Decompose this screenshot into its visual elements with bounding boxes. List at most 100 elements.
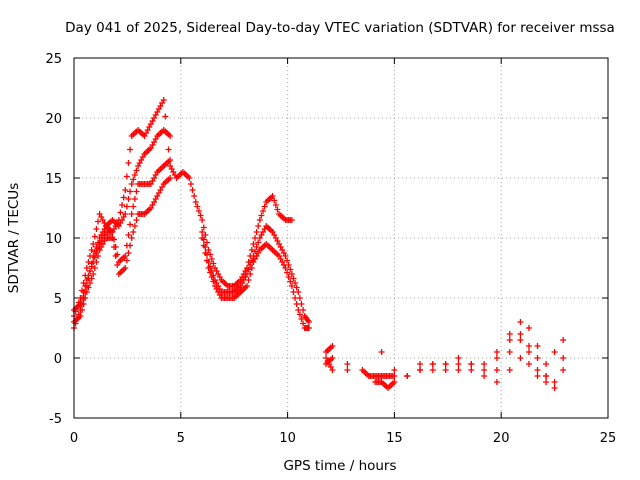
data-point: [292, 280, 299, 286]
data-point: [290, 289, 297, 295]
data-point: [245, 266, 252, 273]
data-point: [256, 217, 263, 223]
data-point: [200, 224, 207, 231]
data-point: [253, 244, 260, 250]
data-point: [255, 223, 262, 229]
data-point: [391, 373, 398, 379]
data-point: [162, 113, 169, 120]
data-point: [300, 320, 307, 327]
data-point: [288, 283, 295, 289]
data-point: [282, 253, 289, 259]
data-point: [130, 203, 137, 210]
chart-title: Day 041 of 2025, Sidereal Day-to-day VTE…: [65, 20, 615, 36]
data-point: [117, 209, 124, 216]
y-tick-label: 10: [45, 232, 62, 247]
data-point: [122, 265, 129, 271]
x-tick-label: 20: [493, 431, 510, 446]
data-point: [91, 254, 98, 261]
data-point: [199, 217, 206, 223]
data-point: [125, 196, 132, 202]
data-point: [344, 367, 351, 373]
data-point: [534, 355, 541, 361]
data-point: [305, 325, 312, 331]
data-point: [125, 232, 132, 238]
data-point: [133, 167, 140, 174]
data-point: [481, 361, 488, 367]
data-point: [109, 229, 116, 235]
data-point: [391, 379, 398, 385]
data-point: [125, 160, 132, 166]
data-point: [122, 211, 129, 217]
data-point: [455, 355, 462, 361]
data-point: [517, 337, 524, 343]
data-point: [298, 316, 305, 322]
data-point: [131, 196, 138, 202]
data-point: [82, 283, 89, 289]
data-point: [285, 274, 292, 280]
data-point: [88, 247, 95, 253]
x-tick-label: 5: [177, 431, 185, 446]
data-point: [195, 208, 202, 214]
data-point: [90, 271, 97, 277]
data-point: [197, 212, 204, 219]
data-point: [245, 277, 252, 283]
data-point: [194, 203, 201, 210]
x-axis-label: GPS time / hours: [283, 458, 396, 474]
data-point: [202, 232, 209, 238]
data-point: [167, 175, 174, 181]
data-point: [287, 266, 294, 273]
data-point: [282, 265, 289, 271]
data-point: [288, 271, 295, 277]
data-point: [127, 242, 134, 249]
data-point: [468, 367, 475, 373]
data-point: [493, 355, 500, 361]
data-point: [205, 247, 212, 253]
data-point: [244, 283, 251, 289]
data-point: [83, 277, 90, 283]
data-point: [114, 262, 121, 268]
data-point: [543, 361, 550, 367]
data-point: [468, 361, 475, 367]
data-point: [543, 379, 550, 385]
data-point: [455, 361, 462, 367]
data-point: [290, 275, 297, 282]
data-point: [252, 248, 259, 255]
data-point: [199, 235, 206, 241]
data-point: [560, 355, 567, 361]
data-point: [95, 218, 102, 225]
data-point: [551, 385, 558, 391]
data-point: [517, 319, 524, 325]
series-track-b: [71, 127, 567, 391]
data-point: [191, 193, 198, 199]
data-point: [167, 133, 174, 139]
data-point: [305, 319, 312, 325]
data-point: [109, 235, 116, 241]
data-point: [93, 226, 100, 232]
data-point: [292, 295, 299, 301]
data-point: [506, 367, 513, 373]
data-point: [261, 203, 268, 210]
plot-frame: [73, 57, 609, 419]
data-point: [80, 301, 87, 307]
x-tick-label: 10: [279, 431, 296, 446]
x-tick-label: 25: [600, 431, 617, 446]
data-point: [199, 229, 206, 235]
data-point: [189, 187, 196, 193]
data-point: [202, 250, 209, 256]
data-point: [125, 250, 132, 256]
data-point: [93, 259, 100, 265]
data-point: [119, 202, 126, 208]
data-point: [296, 311, 303, 318]
x-tick-label: 15: [386, 431, 403, 446]
data-point: [207, 269, 214, 276]
data-point: [543, 373, 550, 379]
data-point: [186, 175, 193, 181]
data-point: [165, 146, 172, 153]
data-point: [429, 361, 436, 367]
data-point: [210, 260, 217, 267]
data-point: [271, 197, 278, 204]
series-track-c: [71, 157, 567, 391]
data-point: [91, 233, 98, 240]
data-point: [77, 313, 84, 319]
